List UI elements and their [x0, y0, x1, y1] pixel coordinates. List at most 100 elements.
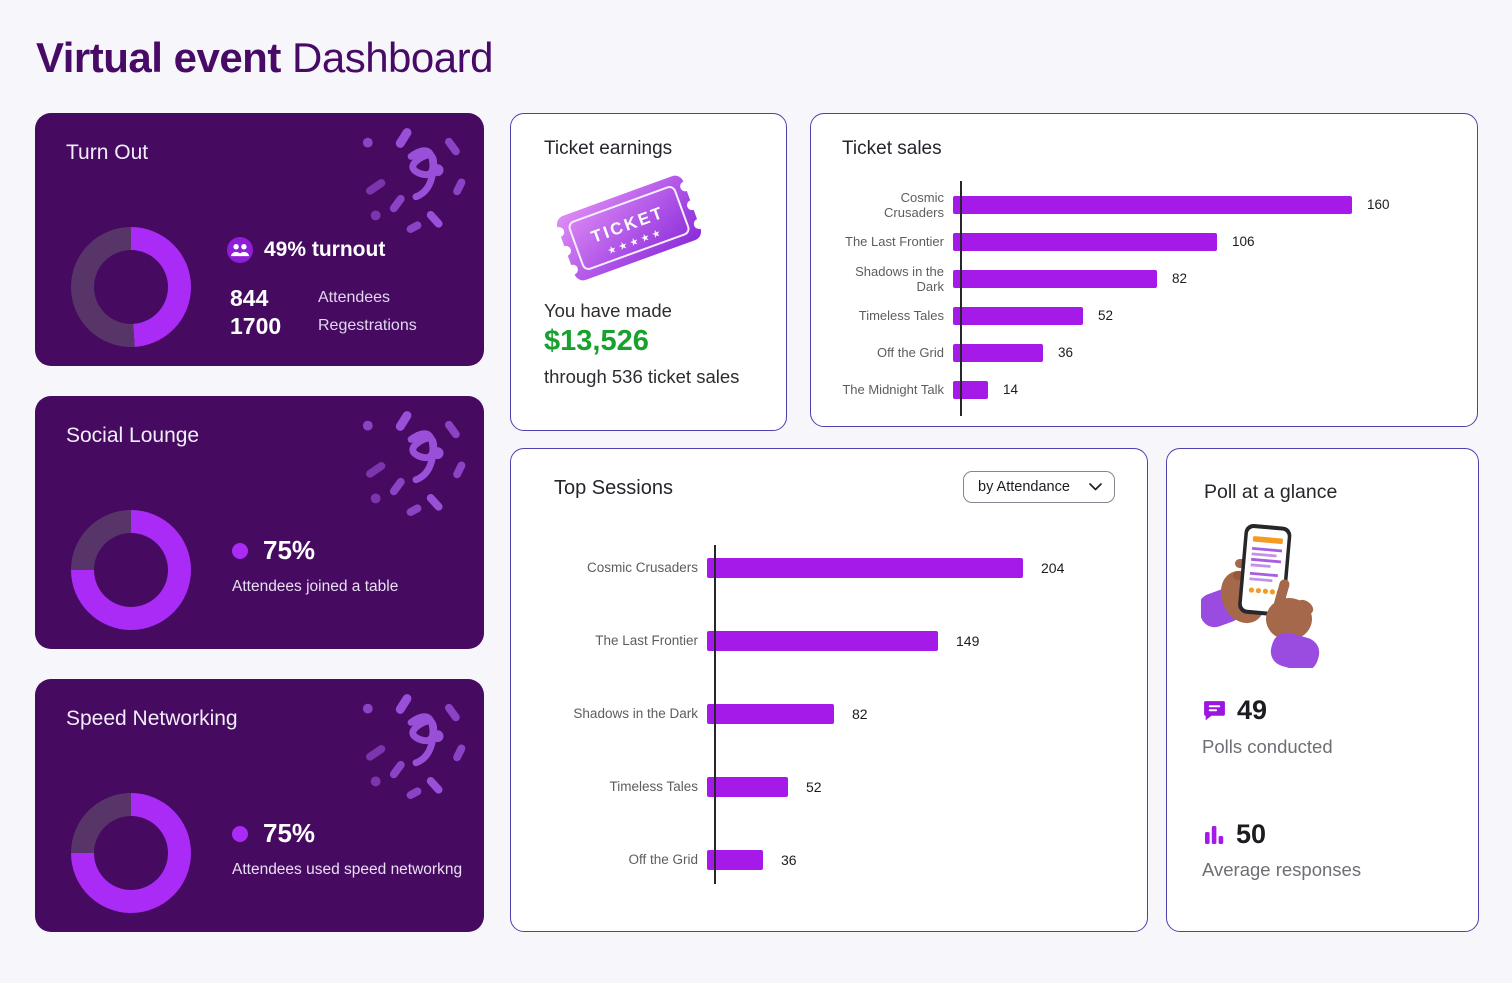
- chart-axis: [714, 545, 716, 884]
- chat-icon: [1204, 701, 1225, 721]
- social-lounge-caption: Attendees joined a table: [232, 578, 399, 595]
- bar: [707, 630, 938, 651]
- bar: [953, 306, 1083, 325]
- bar-value: 149: [956, 632, 980, 649]
- ticket-sales-chart: Cosmic Crusaders 160 The Last Frontier 106 S…: [841, 181, 1456, 416]
- bar-value: 14: [1003, 382, 1019, 397]
- average-responses-stat: 50: [1202, 819, 1266, 850]
- confetti-icon: [356, 404, 474, 522]
- attendees-stat: 844 Attendees: [230, 284, 417, 312]
- bar-track: 149: [707, 630, 1127, 651]
- earnings-amount: $13,526: [544, 325, 649, 357]
- bar-value: 106: [1232, 234, 1255, 249]
- chart-row: Shadows in the Dark 82: [547, 677, 1127, 750]
- bar-track: 82: [707, 703, 1127, 724]
- page-title-bold: Virtual event: [36, 34, 281, 81]
- bar: [707, 557, 1023, 578]
- speed-networking-caption: Attendees used speed networkng: [232, 861, 463, 878]
- chart-row: Timeless Tales 52: [547, 750, 1127, 823]
- chart-row: Off the Grid 36: [547, 823, 1127, 896]
- chart-axis: [960, 181, 962, 416]
- bar-chart-icon: [1205, 825, 1224, 844]
- top-sessions-card: Top Sessions by Attendance Cosmic Crusad…: [510, 448, 1148, 932]
- registrations-stat: 1700 Regestrations: [230, 312, 417, 340]
- phone-hands-illustration: [1198, 523, 1321, 673]
- chart-row: Shadows in the Dark 82: [841, 260, 1456, 297]
- chart-row: The Last Frontier 106: [841, 223, 1456, 260]
- average-responses-value: 50: [1236, 819, 1267, 849]
- earnings-line2: through 536 ticket sales: [544, 366, 740, 387]
- bar-value: 36: [781, 851, 797, 868]
- card-title: Poll at a glance: [1204, 481, 1338, 503]
- card-title: Ticket sales: [842, 138, 942, 159]
- bar-track: 82: [953, 269, 1456, 288]
- registrations-value: 1700: [230, 312, 282, 339]
- confetti-icon: [356, 687, 474, 805]
- top-sessions-chart: Cosmic Crusaders 204 The Last Frontier 149 S…: [547, 531, 1127, 896]
- bar-track: 36: [953, 343, 1456, 362]
- bar-track: 160: [953, 195, 1456, 214]
- card-title: Turn Out: [66, 141, 149, 164]
- page-title-regular: Dashboard: [292, 34, 493, 81]
- people-icon: [227, 237, 253, 263]
- bar-track: 106: [953, 232, 1456, 251]
- registrations-label: Regestrations: [318, 317, 417, 334]
- bar-value: 52: [806, 778, 822, 795]
- dropdown-selected-value: by Attendance: [978, 479, 1070, 495]
- bar: [707, 776, 788, 797]
- bar: [953, 269, 1157, 288]
- attendees-value: 844: [230, 284, 269, 311]
- bar-category-label: The Last Frontier: [595, 633, 698, 648]
- chart-row: Cosmic Crusaders 204: [547, 531, 1127, 604]
- ticket-icon: TICKET ★ ★ ★ ★ ★: [554, 175, 719, 296]
- bar: [953, 195, 1352, 214]
- bar: [707, 849, 763, 870]
- chart-row: Off the Grid 36: [841, 334, 1456, 371]
- chart-row: Cosmic Crusaders 160: [841, 186, 1456, 223]
- attendees-label: Attendees: [318, 289, 391, 306]
- card-title: Social Lounge: [66, 424, 200, 447]
- earnings-line1: You have made: [544, 300, 672, 321]
- bar-category-label: Timeless Tales: [609, 779, 698, 794]
- turnout-headline: 49% turnout: [227, 237, 385, 263]
- bar-category-label: Off the Grid: [877, 345, 944, 360]
- page-title: Virtual event Dashboard: [36, 34, 493, 82]
- bar: [707, 703, 834, 724]
- bar-track: 14: [953, 380, 1456, 399]
- dot-icon: [232, 542, 248, 559]
- polls-conducted-stat: 49: [1202, 695, 1267, 726]
- bar-value: 204: [1041, 559, 1065, 576]
- bar-category-label: Shadows in the Dark: [855, 263, 944, 294]
- polls-conducted-value: 49: [1237, 695, 1268, 725]
- bar-track: 204: [707, 557, 1127, 578]
- bar-track: 52: [707, 776, 1127, 797]
- speed-networking-percent: 75%: [263, 818, 316, 848]
- bar-category-label: The Midnight Talk: [842, 382, 944, 397]
- social-lounge-card: Social Lounge 75% Attendees joined a tab…: [35, 396, 484, 649]
- turnout-donut-chart: [71, 227, 191, 347]
- bar-category-label: Cosmic Crusaders: [586, 560, 698, 575]
- chart-row: The Midnight Talk 14: [841, 371, 1456, 408]
- bar-category-label: Timeless Tales: [858, 308, 944, 323]
- turnout-percent-text: 49% turnout: [264, 238, 386, 261]
- bar-category-label: Shadows in the Dark: [573, 706, 698, 721]
- social-lounge-donut-chart: [71, 510, 191, 630]
- bar-category-label: The Last Frontier: [845, 234, 944, 249]
- card-title: Ticket earnings: [544, 138, 673, 159]
- turnout-stats: 844 Attendees 1700 Regestrations: [230, 284, 417, 340]
- social-lounge-percent: 75%: [263, 535, 316, 565]
- bar-value: 36: [1058, 345, 1074, 360]
- ticket-earnings-card: Ticket earnings TICKET ★ ★ ★ ★ ★ You hav…: [510, 113, 787, 431]
- bar-value: 82: [852, 705, 868, 722]
- bar-category-label: Cosmic Crusaders: [884, 189, 944, 220]
- average-responses-label: Average responses: [1202, 859, 1362, 880]
- chevron-down-icon: [1089, 483, 1102, 491]
- speed-networking-card: Speed Networking 75% Attendees used spee…: [35, 679, 484, 932]
- dot-icon: [232, 825, 248, 842]
- bar-track: 36: [707, 849, 1127, 870]
- bar-value: 82: [1172, 271, 1188, 286]
- attendance-filter-dropdown[interactable]: by Attendance: [963, 471, 1115, 503]
- bar-value: 160: [1367, 197, 1390, 212]
- social-lounge-headline: 75%: [232, 535, 315, 566]
- bar-value: 52: [1098, 308, 1114, 323]
